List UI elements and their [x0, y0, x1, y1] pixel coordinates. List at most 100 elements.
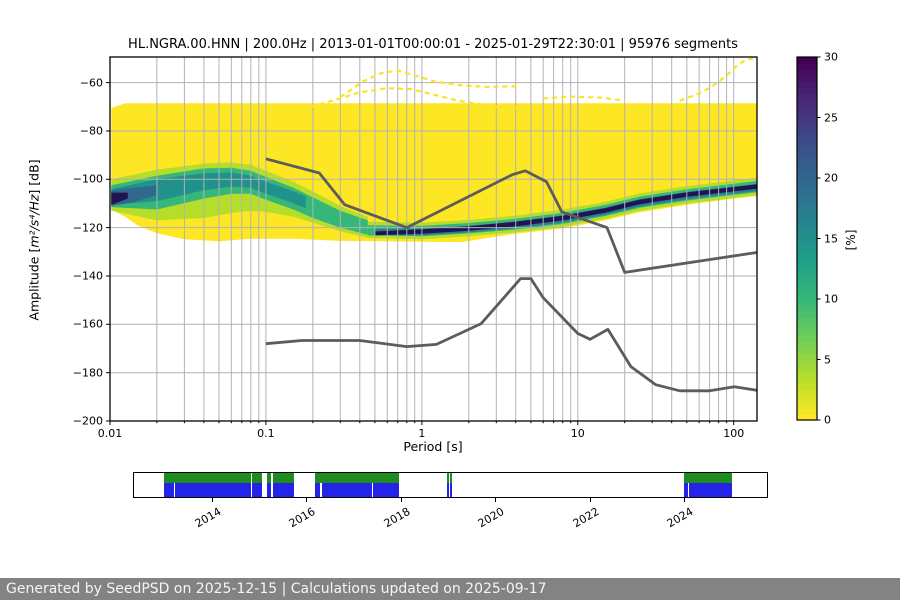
availability-segment-blue: [449, 482, 452, 497]
colorbar-step: [797, 407, 817, 415]
plot-frame: [109, 56, 758, 422]
availability-segment-blue: [164, 482, 251, 497]
outlier-curve: [679, 56, 756, 102]
colorbar-step: [797, 165, 817, 173]
colorbar-step: [797, 383, 817, 391]
colorbar-step: [797, 232, 817, 240]
colorbar-step: [797, 184, 817, 191]
colorbar-step: [797, 171, 817, 179]
colorbar-step: [797, 202, 817, 209]
colorbar-step: [797, 401, 817, 409]
colorbar-step: [797, 147, 817, 155]
availability-segment-blue: [267, 482, 271, 497]
timeline-tick: [684, 498, 686, 502]
colorbar-step: [797, 93, 817, 100]
timeline-segments: [134, 473, 767, 497]
availability-segment-green: [267, 473, 271, 483]
band-line-navy-core: [374, 184, 757, 236]
colorbar-tick-label: 0: [824, 413, 831, 427]
nhnm-curve: [265, 157, 757, 274]
colorbar-step: [797, 238, 817, 246]
colorbar-step: [797, 159, 817, 167]
colorbar-tick-label: 15: [824, 232, 838, 245]
colorbar-step: [797, 371, 817, 379]
timeline-year-label: 2020: [476, 505, 507, 531]
availability-gap: [371, 482, 374, 497]
colorbar-step: [797, 75, 817, 82]
availability-segment-green: [684, 473, 733, 483]
timeline-year-label: 2024: [665, 505, 696, 531]
footer-bar: Generated by SeedPSD on 2025-12-15 | Cal…: [0, 578, 900, 600]
y-tick-label: −180: [72, 366, 103, 380]
colorbar-step: [797, 395, 817, 403]
colorbar-step: [797, 335, 817, 342]
y-axis-label: Amplitude [m²/s⁴/Hz] [dB]: [27, 159, 42, 320]
colorbar-step: [797, 57, 817, 64]
colorbar-step: [797, 262, 817, 270]
timeline-year-label: 2022: [570, 505, 602, 531]
colorbar-step: [797, 268, 817, 276]
availability-segment-blue: [684, 482, 733, 497]
y-axis-label-prefix: Amplitude [: [26, 247, 42, 321]
timeline-tick: [211, 498, 213, 502]
timeline-availability-bar: [133, 472, 768, 498]
y-tick-label: −60: [79, 76, 103, 90]
colorbar-step: [797, 129, 817, 137]
colorbar-step: [797, 178, 817, 185]
colorbar-step: [797, 196, 817, 203]
availability-segment-green: [446, 473, 450, 483]
colorbar-step: [797, 87, 817, 94]
colorbar-step: [797, 117, 817, 125]
grid-lines: [110, 57, 757, 421]
colorbar-tick-label: 20: [824, 171, 838, 185]
colorbar-step: [797, 123, 817, 131]
colorbar-step: [797, 153, 817, 161]
availability-gap: [173, 482, 176, 497]
y-tick-label: −160: [72, 317, 103, 331]
colorbar-step: [797, 286, 817, 294]
colorbar-step: [797, 208, 817, 215]
outlier-curve: [543, 95, 625, 102]
timeline-tick: [589, 498, 591, 502]
colorbar-step: [797, 226, 817, 234]
colorbar-step: [797, 141, 817, 149]
timeline-year-label: 2016: [287, 505, 318, 531]
colorbar-label: [%]: [844, 229, 858, 251]
nlnm-curve: [265, 277, 757, 393]
noise-model-lines: [265, 157, 757, 393]
availability-segment-blue: [273, 482, 294, 497]
availability-segment-green: [273, 473, 294, 483]
timeline-tick: [495, 498, 497, 502]
x-axis-label: Period [s]: [403, 439, 463, 454]
colorbar-step: [797, 274, 817, 282]
colorbar-step: [797, 305, 817, 312]
colorbar-ticks: [817, 56, 821, 421]
colorbar-step: [797, 256, 817, 264]
colorbar-step: [797, 63, 817, 70]
x-tick-label: 0.1: [257, 427, 275, 440]
colorbar-step: [797, 389, 817, 397]
timeline-year-label: 2018: [381, 505, 413, 531]
timeline-year-label: 2014: [192, 505, 224, 531]
availability-segment-green: [252, 473, 263, 483]
availability-segment-blue: [252, 482, 263, 497]
availability-segment-blue: [446, 482, 450, 497]
footer-text: Generated by SeedPSD on 2025-12-15 | Cal…: [6, 581, 547, 597]
x-tick-label: 10: [570, 427, 585, 440]
y-axis-label-math: m²/s⁴/Hz: [26, 194, 42, 248]
colorbar-step: [797, 250, 817, 258]
availability-gap: [320, 482, 322, 497]
colorbar-step: [797, 299, 817, 306]
colorbar-step: [797, 99, 817, 106]
outlier-psd-curves: [301, 56, 756, 111]
psd-heatmap-plot: [106, 56, 758, 425]
colorbar-step: [797, 353, 817, 361]
y-tick-label: −140: [72, 269, 103, 283]
colorbar-step: [797, 323, 817, 330]
colorbar-step: [797, 111, 817, 119]
x-tick-label: 1: [418, 427, 426, 440]
colorbar-tick-label: 25: [824, 111, 838, 124]
outlier-curve: [301, 87, 524, 111]
colorbar-step: [797, 69, 817, 76]
